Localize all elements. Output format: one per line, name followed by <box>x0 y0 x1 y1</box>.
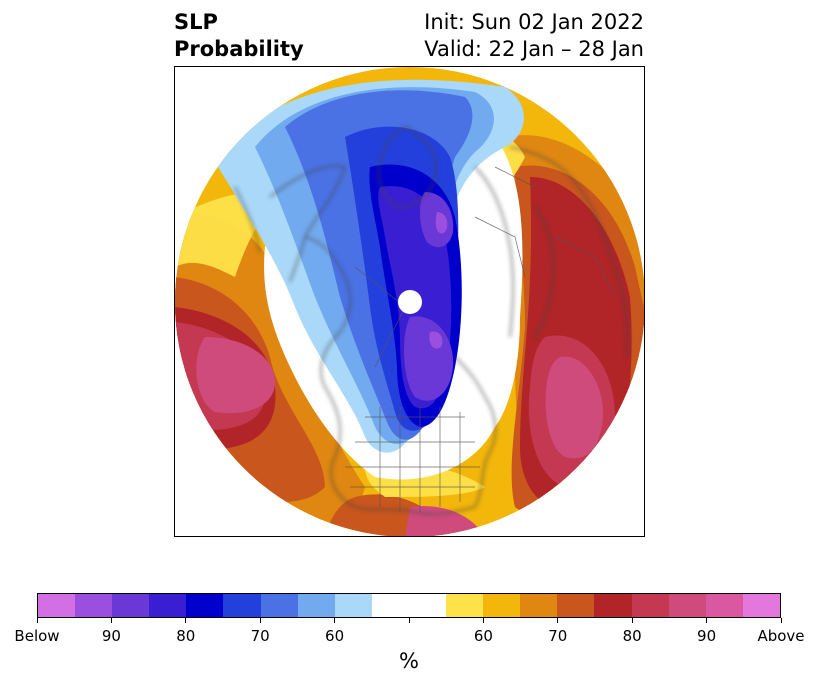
colorbar-segment <box>186 594 224 617</box>
colorbar-tick-label: 60 <box>325 627 345 645</box>
colorbar-segment <box>631 594 669 617</box>
colorbar-tick-label: 60 <box>473 627 493 645</box>
colorbar-tick-mark <box>408 618 410 623</box>
init-date: Init: Sun 02 Jan 2022 <box>424 10 644 34</box>
coastlines <box>234 126 629 515</box>
colorbar-segment <box>668 594 706 617</box>
title-variable: SLP <box>174 10 218 34</box>
colorbar-segment <box>742 594 780 617</box>
colorbar-segment <box>408 594 447 617</box>
colorbar-tick-mark <box>110 618 112 623</box>
colorbar-segment <box>38 594 76 617</box>
colorbar-tick-mark <box>780 618 782 623</box>
colorbar-tick-label: 80 <box>622 627 642 645</box>
colorbar-segment <box>334 594 372 617</box>
colorbar-tick-mark <box>557 618 559 623</box>
colorbar-tick-label: Below <box>14 627 60 645</box>
colorbar-segment <box>371 594 409 617</box>
colorbar-segment <box>483 594 521 617</box>
colorbar-segment <box>223 594 261 617</box>
valid-range: Valid: 22 Jan – 28 Jan <box>424 37 644 61</box>
colorbar-tick-label: 90 <box>101 627 121 645</box>
borders <box>345 166 616 512</box>
colorbar-segment <box>594 594 632 617</box>
colorbar-tick-label: 90 <box>697 627 717 645</box>
colorbar-segment <box>112 594 150 617</box>
colorbar-segment <box>705 594 743 617</box>
colorbar-tick-label: 70 <box>250 627 270 645</box>
colorbar-tick-mark <box>631 618 633 623</box>
colorbar-segment <box>520 594 558 617</box>
colorbar-segment <box>149 594 187 617</box>
colorbar-tick-mark <box>706 618 708 623</box>
colorbar-tick-label: 70 <box>548 627 568 645</box>
colorbar-segment <box>446 594 484 617</box>
colorbar-tick-mark <box>259 618 261 623</box>
colorbar-segment <box>297 594 335 617</box>
colorbar-segment <box>75 594 113 617</box>
colorbar-tick-mark <box>185 618 187 623</box>
colorbar <box>37 593 781 618</box>
colorbar-unit-label: % <box>399 649 419 673</box>
colorbar-tick-label: 80 <box>176 627 196 645</box>
probability-map <box>175 67 644 536</box>
title-left: SLP Probability <box>174 9 304 63</box>
map-frame <box>174 66 645 537</box>
colorbar-segment <box>260 594 298 617</box>
pole-marker <box>398 290 422 314</box>
colorbar-tick-mark <box>36 618 38 623</box>
title-right: Init: Sun 02 Jan 2022 Valid: 22 Jan – 28… <box>424 9 644 63</box>
colorbar-tick-mark <box>334 618 336 623</box>
title-type: Probability <box>174 37 304 61</box>
below-normal-regions <box>215 79 524 453</box>
colorbar-tick-mark <box>482 618 484 623</box>
colorbar-tick-label: Above <box>757 627 805 645</box>
colorbar-segment <box>557 594 595 617</box>
